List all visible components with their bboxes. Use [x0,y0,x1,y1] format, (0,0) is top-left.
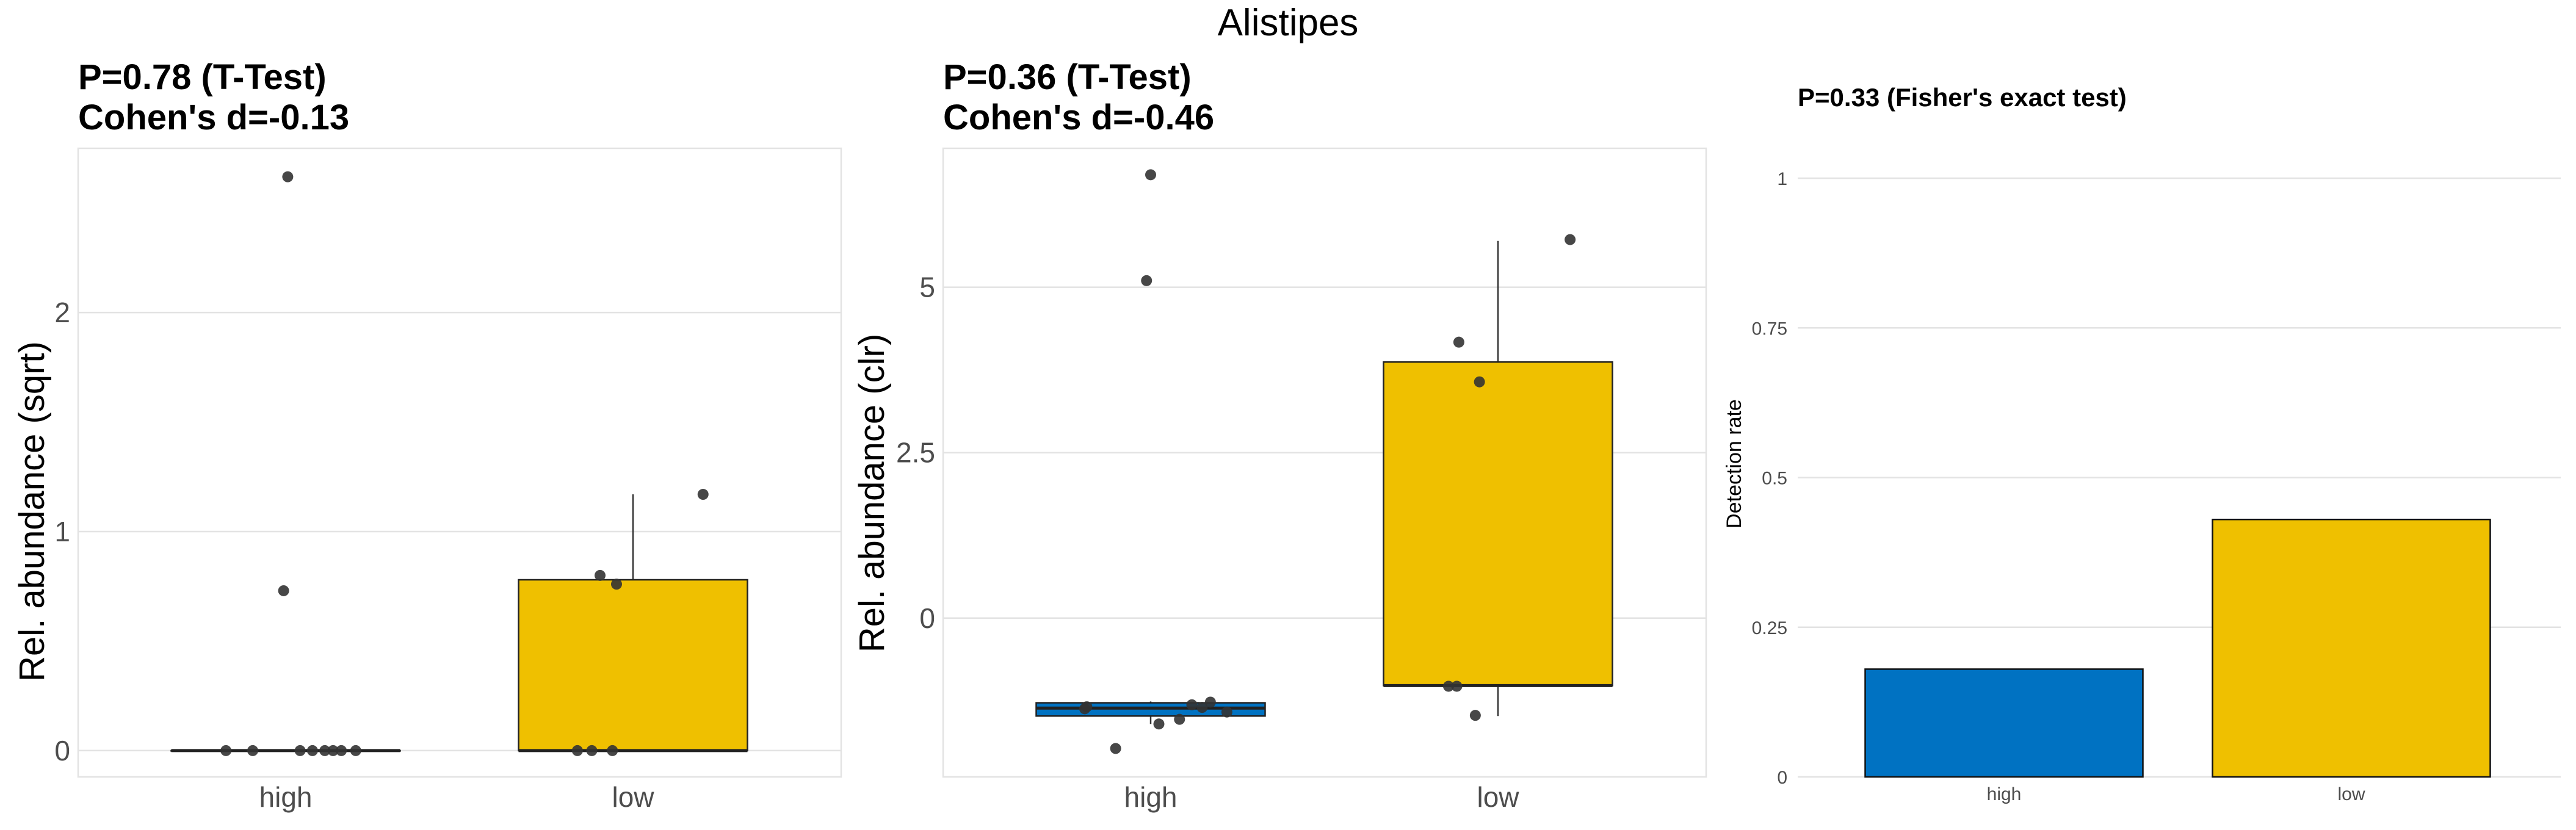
data-point [607,745,618,756]
main-title: Alistipes [1218,2,1359,44]
panel-2-x-tick-low: low [1477,781,1519,813]
panel-1-y-axis-label: Rel. abundance (sqrt) [12,341,52,682]
panel-3: P=0.33 (Fisher's exact test) Detection r… [1723,83,2561,804]
y-tick-label: 2.5 [896,437,935,469]
panel-2-y-ticks: 02.55 [896,272,935,634]
data-point [595,569,606,581]
y-tick-label: 0 [54,735,70,767]
y-tick-label: 0.25 [1752,618,1787,638]
data-point [586,745,598,756]
panel-1: P=0.78 (T-Test) Cohen's d=-0.13 Rel. abu… [12,57,842,813]
panel-2-points [1079,169,1576,754]
y-tick-label: 0 [1777,768,1787,788]
data-point [278,585,289,596]
panel-1-boxes [170,494,748,752]
panel-2-y-axis-label: Rel. abundance (clr) [852,334,892,652]
y-tick-label: 1 [1777,169,1787,189]
data-point [1565,234,1576,245]
box-low [1383,361,1613,687]
data-point [611,579,622,590]
y-tick-label: 0 [919,602,935,634]
data-point [697,489,709,500]
data-point [220,745,232,756]
data-point [327,745,339,756]
panel-1-y-ticks: 0 1 2 [54,297,70,767]
data-point [1145,169,1156,181]
data-point [571,745,583,756]
panel-3-y-ticks: 0 0.25 0.5 0.75 1 [1752,169,1787,788]
panel-2-boxes [1035,240,1613,724]
y-tick-label: 1 [54,516,70,547]
y-tick-label: 0.5 [1762,469,1787,489]
panel-1-x-tick-low: low [612,781,654,813]
panel-2-title-line2: Cohen's d=-0.46 [943,98,1214,137]
data-point [1443,680,1454,692]
data-point [1474,376,1485,388]
panel-3-x-tick-high: high [1987,784,2022,804]
data-point [1221,706,1232,718]
bar-low [2212,518,2491,778]
data-point [247,745,258,756]
data-point [336,745,347,756]
bar-high [1864,668,2144,778]
panel-1-plot-frame [77,147,842,778]
data-point [1469,710,1481,721]
panel-1-points [220,171,709,756]
panel-2-x-tick-high: high [1124,781,1178,813]
y-tick-label: 0.75 [1752,319,1787,339]
data-point [1453,336,1464,348]
y-tick-label: 5 [919,272,935,303]
panel-3-bars [1864,518,2491,778]
data-point [1204,696,1216,708]
data-point [1141,275,1152,286]
data-point [1174,713,1185,725]
panel-2-plot-frame [942,147,1707,778]
data-point [294,745,306,756]
data-point [1081,701,1093,713]
panel-2-title-line1: P=0.36 (T-Test) [943,57,1192,97]
data-point [350,745,361,756]
data-point [319,745,331,756]
panel-3-title: P=0.33 (Fisher's exact test) [1798,83,2127,112]
box-low [518,579,748,752]
data-point [1186,699,1198,710]
data-point [282,171,294,182]
panel-1-title-line1: P=0.78 (T-Test) [78,57,327,97]
y-tick-label: 2 [54,297,70,328]
data-point [1196,702,1208,713]
data-point [306,745,318,756]
panel-2: P=0.36 (T-Test) Cohen's d=-0.46 Rel. abu… [852,57,1707,813]
data-point [1110,743,1121,754]
panel-1-x-tick-high: high [259,781,313,813]
data-point [1153,718,1165,730]
data-point [1451,680,1463,692]
panel-1-title-line2: Cohen's d=-0.13 [78,98,349,137]
panel-3-x-tick-low: low [2337,784,2365,804]
panel-3-y-axis-label: Detection rate [1723,399,1746,529]
